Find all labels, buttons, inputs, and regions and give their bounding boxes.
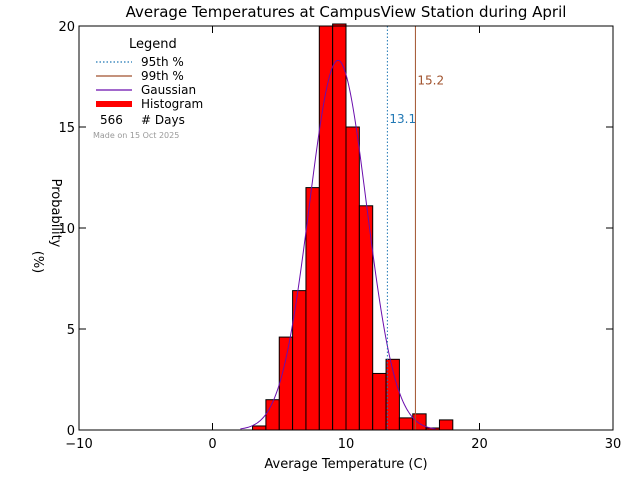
histogram-bar [438,419,454,431]
histogram-bar [412,413,427,431]
x-tick-label: 30 [605,437,622,452]
x-tick-label: −10 [65,437,92,452]
legend-title: Legend [129,37,177,52]
y-tick-label: 20 [58,20,75,35]
histogram-bar [252,425,267,431]
histogram-bar [278,336,294,431]
histogram-bar [305,187,320,431]
histogram-bar [265,399,280,431]
made-on-note: Made on 15 Oct 2025 [93,131,179,140]
histogram-bar [398,417,414,431]
x-axis-label: Average Temperature (C) [264,457,427,472]
percentile-label-99th: 15.2 [417,74,444,88]
histogram-bar [318,25,334,431]
x-tick-label: 0 [208,437,216,452]
chart-title: Average Temperatures at CampusView Stati… [126,3,567,21]
x-tick-label: 10 [338,437,355,452]
x-tick-label: 20 [471,437,488,452]
histogram-bar [345,126,360,431]
legend: Legend 95th % 99th % Gaussian Histogram … [93,37,203,140]
legend-label-99th: 99th % [141,69,184,83]
histogram-bar [332,23,347,431]
legend-label-histogram: Histogram [141,97,203,111]
legend-day-count-label: # Days [141,113,185,127]
y-tick-label: 15 [58,121,75,136]
y-tick-label: 0 [67,424,75,439]
y-axis-label-unit: (%) [30,251,45,274]
legend-label-95th: 95th % [141,55,184,69]
percentile-label-95th: 13.1 [389,112,416,126]
histogram-bar [372,372,387,431]
legend-label-gaussian: Gaussian [141,83,196,97]
legend-day-count: 566 [100,113,123,127]
y-tick-label: 5 [67,323,75,338]
y-tick-label: 10 [58,222,75,237]
gaussian-curve [240,59,436,430]
y-axis-label: Probability [48,179,63,248]
plot-area: 13.1 15.2 [240,23,454,431]
